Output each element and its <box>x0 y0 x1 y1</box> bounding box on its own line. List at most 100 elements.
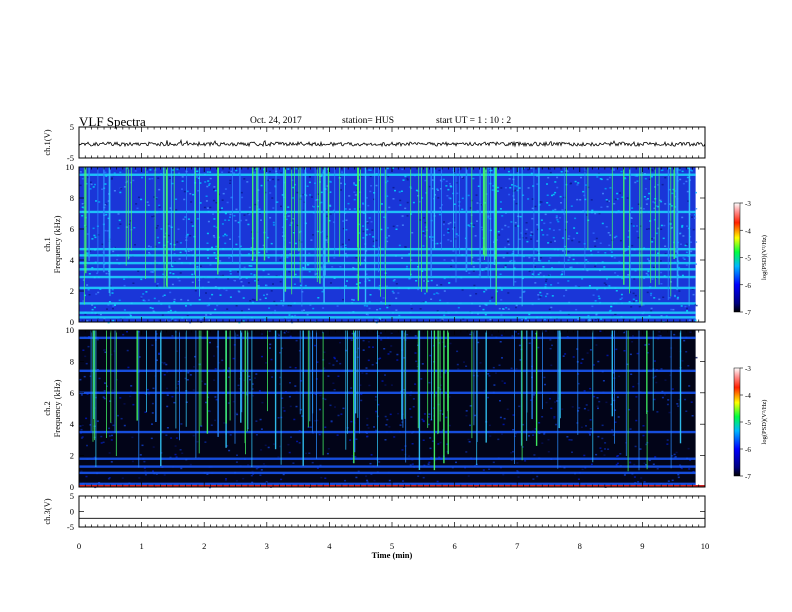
noise-speckle <box>277 417 280 419</box>
noise-speckle <box>397 292 400 294</box>
noise-speckle <box>108 477 111 479</box>
noise-speckle <box>648 260 651 262</box>
noise-speckle <box>308 176 311 178</box>
x-tick-label: 5 <box>390 541 394 551</box>
noise-speckle <box>621 297 624 299</box>
noise-speckle <box>169 272 172 274</box>
noise-speckle <box>610 305 613 308</box>
noise-speckle <box>378 461 381 463</box>
noise-speckle <box>587 314 590 317</box>
noise-speckle <box>456 192 459 195</box>
noise-speckle <box>540 257 543 259</box>
noise-speckle <box>179 449 182 451</box>
noise-speckle <box>509 260 512 263</box>
noise-speckle <box>648 315 651 317</box>
noise-speckle <box>644 188 647 190</box>
noise-speckle <box>427 423 430 426</box>
noise-speckle <box>391 167 394 169</box>
noise-speckle <box>85 475 88 478</box>
noise-speckle <box>590 250 592 252</box>
noise-speckle <box>647 270 650 273</box>
noise-speckle <box>612 372 615 374</box>
colorbar-tick-label: -3 <box>745 365 751 373</box>
noise-speckle <box>218 270 221 272</box>
noise-speckle <box>682 182 685 185</box>
noise-speckle <box>378 288 381 291</box>
noise-speckle <box>439 441 442 444</box>
noise-speckle <box>417 190 420 192</box>
noise-speckle <box>546 293 549 295</box>
noise-speckle <box>248 375 251 378</box>
noise-speckle <box>688 319 691 321</box>
noise-speckle <box>169 309 172 312</box>
noise-speckle <box>472 177 475 180</box>
noise-speckle <box>441 204 443 206</box>
noise-speckle <box>450 185 453 188</box>
noise-speckle <box>595 237 598 240</box>
noise-speckle <box>599 330 602 332</box>
noise-speckle <box>144 393 147 395</box>
noise-speckle <box>634 181 637 184</box>
noise-speckle <box>353 191 356 193</box>
noise-speckle <box>207 180 210 182</box>
noise-speckle <box>329 191 332 193</box>
noise-speckle <box>577 318 580 321</box>
noise-speckle <box>421 418 424 421</box>
noise-speckle <box>333 389 336 391</box>
noise-speckle <box>229 270 232 272</box>
noise-speckle <box>210 424 213 426</box>
noise-speckle <box>288 271 291 273</box>
noise-speckle <box>465 451 468 453</box>
noise-speckle <box>521 446 524 448</box>
noise-speckle <box>595 344 598 346</box>
noise-speckle <box>117 414 119 417</box>
noise-speckle <box>117 213 120 215</box>
noise-speckle <box>332 364 335 366</box>
noise-speckle <box>635 419 638 422</box>
noise-speckle <box>649 220 652 222</box>
noise-speckle <box>89 375 92 377</box>
noise-speckle <box>160 228 163 230</box>
noise-speckle <box>594 212 597 215</box>
noise-speckle <box>237 271 239 273</box>
noise-speckle <box>642 304 645 306</box>
noise-speckle <box>655 381 658 384</box>
noise-speckle <box>176 168 179 171</box>
noise-speckle <box>362 230 365 233</box>
noise-speckle <box>174 319 177 322</box>
noise-speckle <box>171 335 174 337</box>
noise-speckle <box>564 209 567 211</box>
noise-speckle <box>95 293 98 295</box>
noise-speckle <box>653 398 656 401</box>
noise-speckle <box>379 357 382 359</box>
noise-speckle <box>84 355 87 358</box>
noise-speckle <box>468 225 471 227</box>
noise-speckle <box>436 284 439 286</box>
noise-speckle <box>681 226 684 228</box>
noise-speckle <box>370 473 373 475</box>
noise-speckle <box>681 274 684 277</box>
noise-speckle <box>638 305 641 308</box>
noise-speckle <box>508 178 511 180</box>
noise-speckle <box>541 229 543 231</box>
noise-speckle <box>607 232 610 234</box>
noise-speckle <box>251 383 254 385</box>
noise-speckle <box>676 298 679 300</box>
noise-speckle <box>112 307 114 310</box>
noise-speckle <box>113 190 116 192</box>
noise-speckle <box>429 354 432 357</box>
noise-speckle <box>368 301 371 303</box>
noise-speckle <box>337 414 340 417</box>
noise-speckle <box>93 306 96 309</box>
y-tick-label: 4 <box>70 419 75 429</box>
noise-speckle <box>132 403 135 406</box>
noise-speckle <box>504 187 507 189</box>
noise-speckle <box>438 213 441 216</box>
noise-speckle <box>384 415 387 418</box>
noise-speckle <box>209 410 211 413</box>
noise-speckle <box>642 425 645 427</box>
noise-speckle <box>444 345 447 348</box>
noise-speckle <box>260 469 263 471</box>
noise-speckle <box>648 459 651 462</box>
noise-speckle <box>384 374 386 376</box>
